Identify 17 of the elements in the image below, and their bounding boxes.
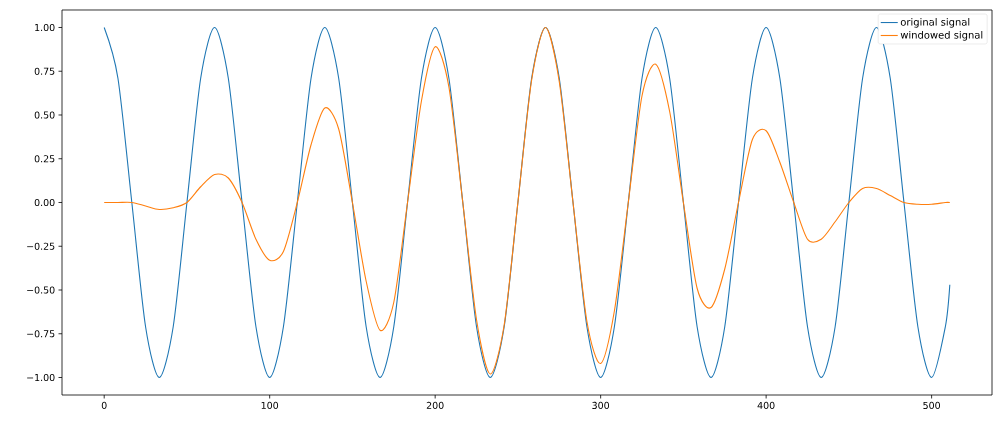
x-tick-label: 400 (757, 401, 775, 410)
y-tick-label: 0.25 (34, 155, 55, 163)
y-tick-label: 0.75 (34, 67, 55, 75)
y-tick-label: −0.25 (27, 242, 55, 250)
x-tick-label: 300 (592, 401, 610, 410)
x-tick-label: 500 (923, 401, 941, 410)
x-tick-label: 0 (101, 401, 107, 410)
y-tick-label: −0.75 (27, 330, 55, 338)
y-tick-label: −0.50 (27, 286, 55, 294)
x-tick-label: 100 (261, 401, 279, 410)
y-tick-label: −1.00 (27, 373, 55, 382)
x-tick-label: 200 (426, 401, 444, 410)
legend-label: windowed signal (900, 30, 983, 41)
y-tick-label: 0.00 (34, 198, 55, 207)
legend-label: original signal (900, 18, 970, 28)
y-tick-label: 1.00 (35, 23, 55, 32)
y-tick-label: 0.50 (34, 111, 55, 119)
